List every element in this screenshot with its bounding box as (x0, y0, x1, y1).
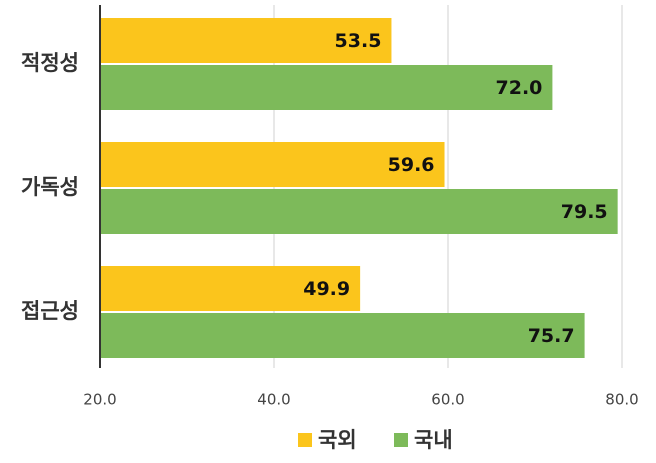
value-label: 49.9 (303, 278, 350, 300)
x-tick-label: 40.0 (257, 391, 290, 409)
x-tick-label: 60.0 (431, 391, 464, 409)
legend-label: 국외 (318, 428, 357, 452)
legend-label: 국내 (414, 428, 453, 452)
bar (100, 313, 585, 358)
x-tick-label: 20.0 (83, 391, 116, 409)
bar (100, 142, 445, 187)
value-label: 53.5 (335, 30, 382, 52)
bar (100, 18, 392, 63)
category-label: 적정성 (21, 51, 79, 75)
bar (100, 189, 618, 234)
x-tick-label: 80.0 (605, 391, 638, 409)
value-label: 75.7 (528, 325, 575, 347)
bar (100, 65, 553, 110)
category-label: 접근성 (21, 299, 79, 323)
category-label: 가독성 (21, 175, 79, 199)
value-label: 59.6 (388, 154, 435, 176)
bar (100, 266, 361, 311)
value-label: 72.0 (496, 77, 543, 99)
legend-swatch (298, 433, 312, 447)
value-label: 79.5 (561, 201, 608, 223)
legend-swatch (394, 433, 408, 447)
